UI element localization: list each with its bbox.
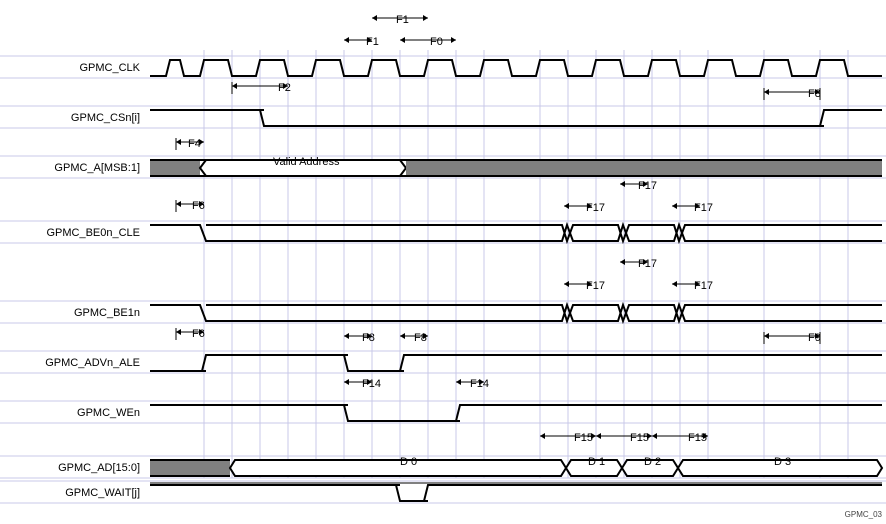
timing-label-F17b: F17 (586, 202, 605, 214)
signal-label-GPMC_WAIT: GPMC_WAIT[j] (65, 487, 140, 499)
timing-label-F15a: F15 (574, 432, 593, 444)
timing-label-F8a: F8 (362, 332, 375, 344)
timing-label-F8b: F8 (414, 332, 427, 344)
timing-label-F14b: F14 (470, 378, 489, 390)
timing-svg (0, 0, 886, 521)
timing-label-F14a: F14 (362, 378, 381, 390)
timing-label-F17e: F17 (586, 280, 605, 292)
footer-text: GPMC_03 (845, 510, 882, 519)
timing-label-F4: F4 (188, 138, 201, 150)
signal-label-GPMC_A: GPMC_A[MSB:1] (54, 162, 140, 174)
timing-label-D3: D 3 (774, 456, 791, 468)
timing-label-F3: F3 (808, 88, 821, 100)
timing-label-D1: D 1 (588, 456, 605, 468)
signal-label-GPMC_BE0n_CLE: GPMC_BE0n_CLE (46, 227, 140, 239)
signal-label-GPMC_CLK: GPMC_CLK (79, 62, 140, 74)
timing-label-F17c: F17 (694, 202, 713, 214)
signal-label-GPMC_AD: GPMC_AD[15:0] (58, 462, 140, 474)
timing-label-F6a: F6 (192, 200, 205, 212)
signal-label-GPMC_CSn: GPMC_CSn[i] (71, 112, 140, 124)
signal-label-GPMC_BE1n: GPMC_BE1n (74, 307, 140, 319)
timing-label-F0: F0 (430, 36, 443, 48)
timing-label-D2: D 2 (644, 456, 661, 468)
signal-label-GPMC_ADVn_ALE: GPMC_ADVn_ALE (45, 357, 140, 369)
timing-label-D0: D 0 (400, 456, 417, 468)
timing-diagram (0, 0, 886, 521)
timing-label-F17d: F17 (638, 258, 657, 270)
timing-label-F17a: F17 (638, 180, 657, 192)
timing-label-F15c: F15 (688, 432, 707, 444)
timing-label-F15b: F15 (630, 432, 649, 444)
timing-label-F9: F9 (808, 332, 821, 344)
timing-label-F1a: F1 (396, 14, 409, 26)
timing-label-F2: F2 (278, 82, 291, 94)
timing-label-F1b: F1 (366, 36, 379, 48)
timing-label-F6b: F6 (192, 328, 205, 340)
timing-label-ValidAddress: Valid Address (273, 156, 339, 168)
signal-label-GPMC_WEn: GPMC_WEn (77, 407, 140, 419)
timing-label-F17f: F17 (694, 280, 713, 292)
